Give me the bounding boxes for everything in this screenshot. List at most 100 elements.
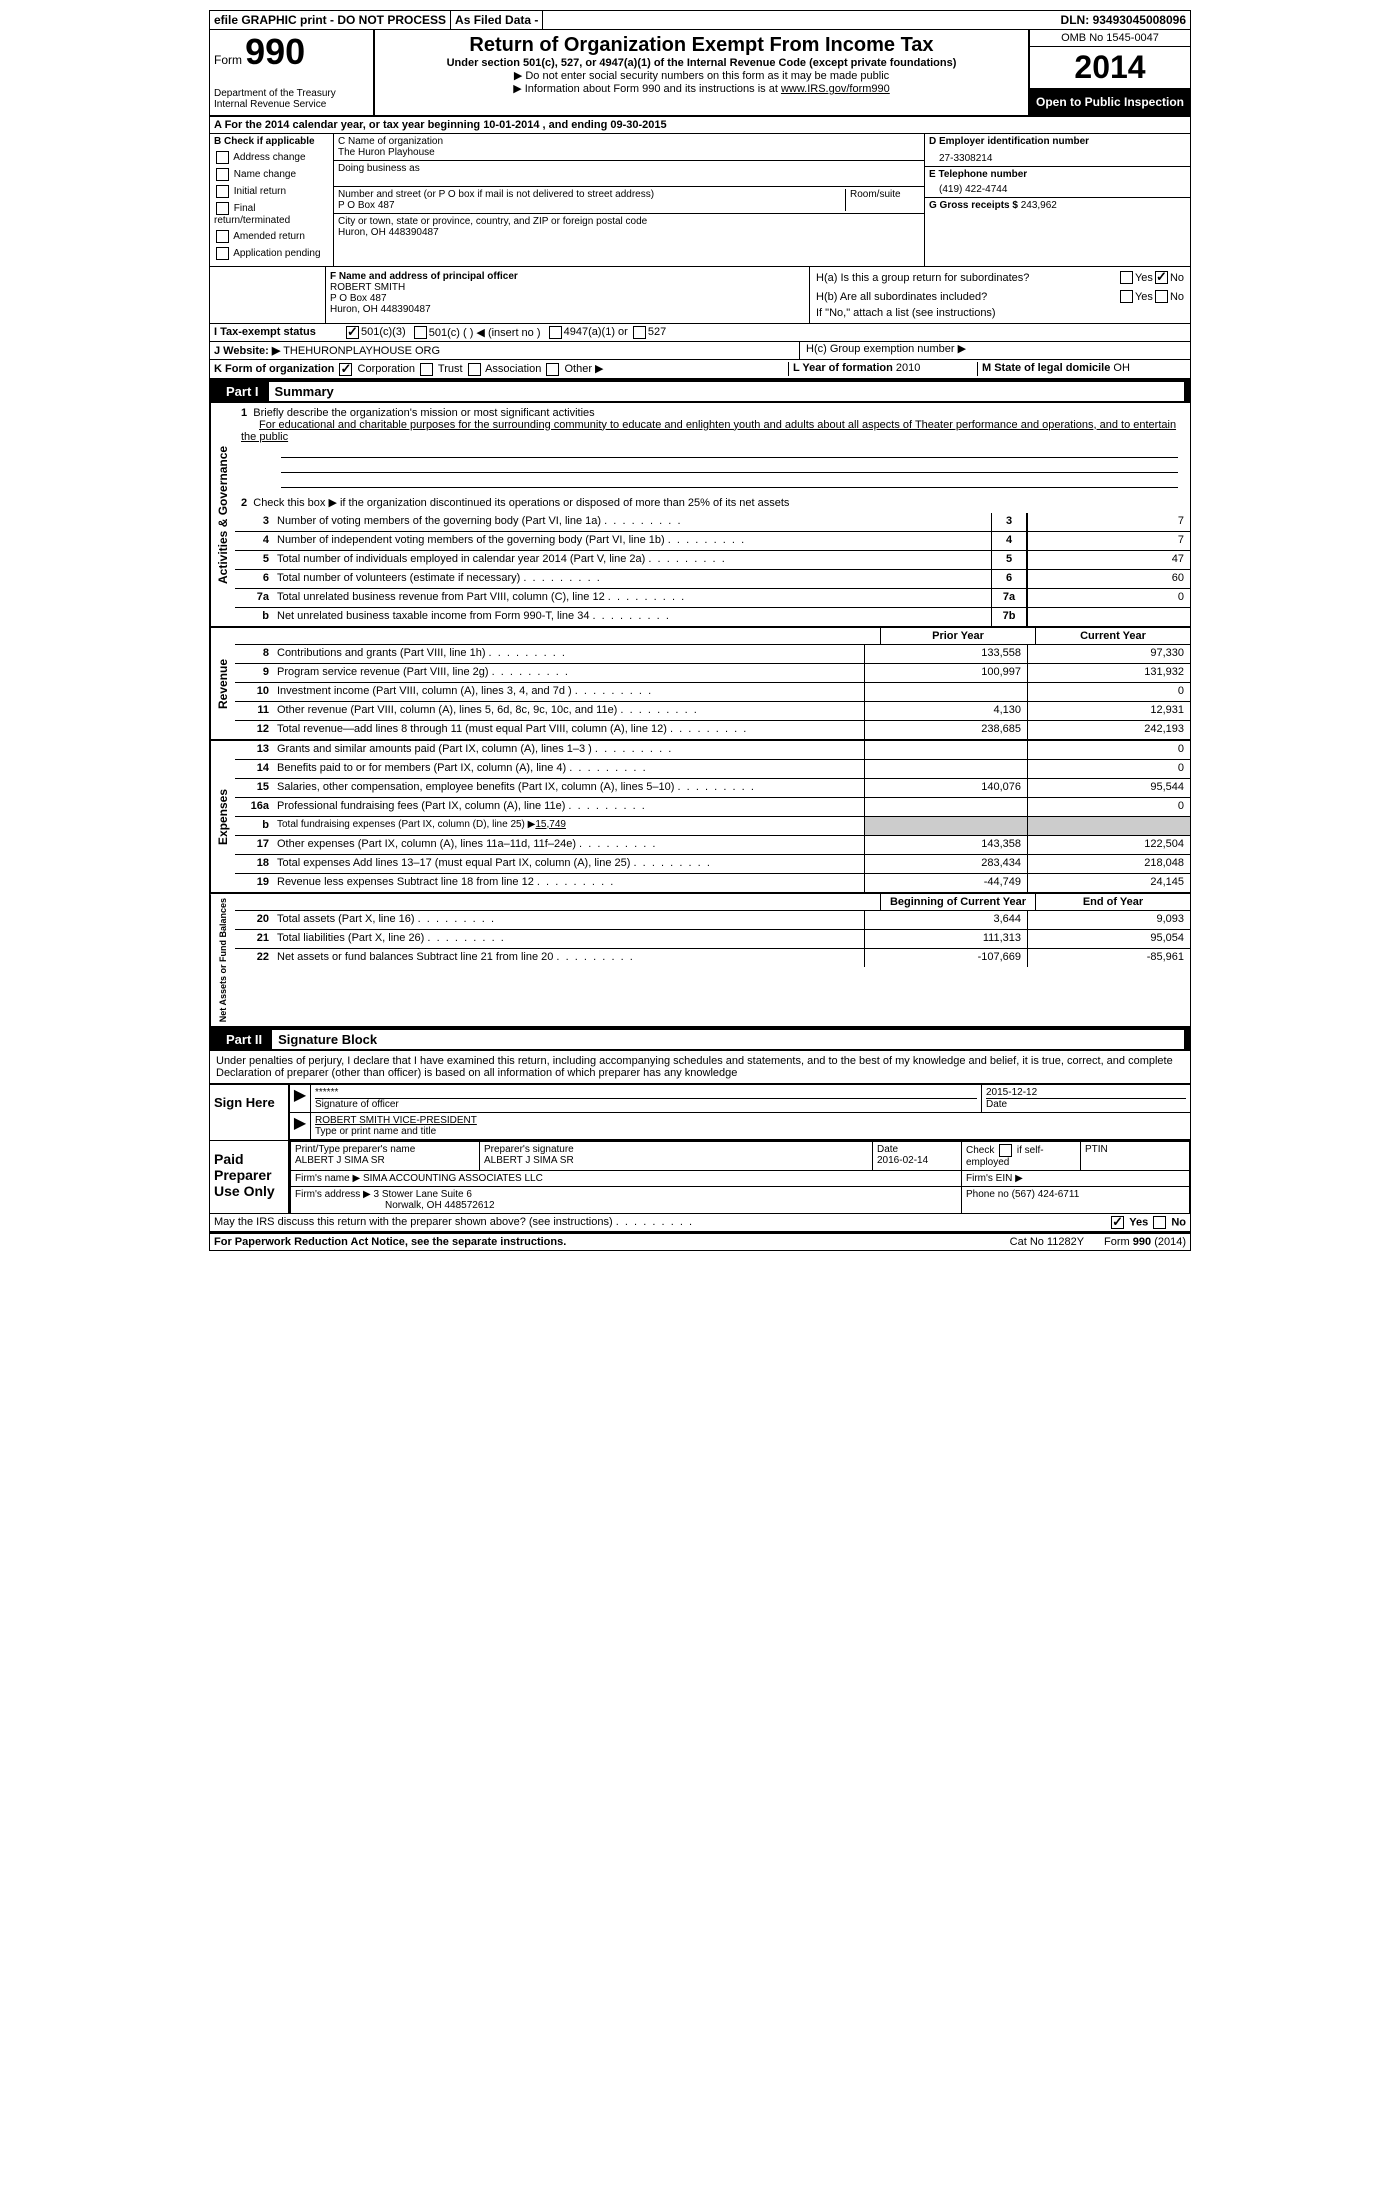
street-address: P O Box 487 <box>338 200 845 211</box>
ein: 27-3308214 <box>929 147 1186 164</box>
summary-line: 21Total liabilities (Part X, line 26)111… <box>235 930 1190 949</box>
preparer-date: 2016-02-14 <box>877 1155 957 1166</box>
section-activities-governance: Activities & Governance 1 Briefly descri… <box>210 403 1190 628</box>
firm-name: SIMA ACCOUNTING ASSOCIATES LLC <box>363 1173 543 1184</box>
officer-signature: ****** <box>315 1087 977 1098</box>
form-title: Return of Organization Exempt From Incom… <box>383 34 1020 57</box>
officer-name: ROBERT SMITH VICE-PRESIDENT <box>315 1115 1186 1126</box>
summary-line: 17Other expenses (Part IX, column (A), l… <box>235 836 1190 855</box>
line-1-mission: 1 Briefly describe the organization's mi… <box>235 403 1190 492</box>
principal-officer-row: F Name and address of principal officer … <box>210 267 1190 324</box>
net-col-headers: Beginning of Current Year End of Year <box>235 894 1190 911</box>
check-ha-yes[interactable] <box>1120 271 1133 284</box>
paid-preparer-section: Paid Preparer Use Only Print/Type prepar… <box>210 1140 1190 1213</box>
section-b-checkboxes: B Check if applicable Address change Nam… <box>210 134 334 266</box>
check-hb-no[interactable] <box>1155 290 1168 303</box>
part-ii-header: Part II Signature Block <box>210 1028 1190 1051</box>
summary-line: 20Total assets (Part X, line 16)3,6449,0… <box>235 911 1190 930</box>
header-right: OMB No 1545-0047 2014 Open to Public Ins… <box>1028 30 1190 115</box>
form-header: Form 990 Department of the Treasury Inte… <box>210 30 1190 117</box>
check-initial-return[interactable]: Initial return <box>214 185 329 198</box>
header-center: Return of Organization Exempt From Incom… <box>375 30 1028 115</box>
check-527[interactable] <box>633 326 646 339</box>
cat-no: Cat No 11282Y <box>1010 1236 1084 1248</box>
check-501c[interactable] <box>414 326 427 339</box>
summary-line: 5Total number of individuals employed in… <box>235 551 1190 570</box>
public-inspection: Open to Public Inspection <box>1030 89 1190 115</box>
preparer-signature: ALBERT J SIMA SR <box>484 1155 868 1166</box>
check-4947[interactable] <box>549 326 562 339</box>
vlabel-governance: Activities & Governance <box>210 403 235 626</box>
section-net-assets: Net Assets or Fund Balances Beginning of… <box>210 894 1190 1028</box>
firm-address: 3 Stower Lane Suite 6 <box>374 1189 472 1200</box>
summary-line: bTotal fundraising expenses (Part IX, co… <box>235 817 1190 836</box>
tax-year: 2014 <box>1030 47 1190 89</box>
check-pending[interactable]: Application pending <box>214 247 329 260</box>
section-expenses: Expenses 13Grants and similar amounts pa… <box>210 741 1190 894</box>
check-other[interactable] <box>546 363 559 376</box>
vlabel-expenses: Expenses <box>210 741 235 892</box>
check-trust[interactable] <box>420 363 433 376</box>
summary-line: 16aProfessional fundraising fees (Part I… <box>235 798 1190 817</box>
efile-notice: efile GRAPHIC print - DO NOT PROCESS <box>210 11 451 29</box>
check-discuss-yes[interactable] <box>1111 1216 1124 1229</box>
row-j-website: J Website: ▶ THEHURONPLAYHOUSE ORG H(c) … <box>210 342 1190 360</box>
sign-arrow-icon: ▶ <box>290 1113 311 1139</box>
entity-info-grid: B Check if applicable Address change Nam… <box>210 134 1190 267</box>
summary-line: 10Investment income (Part VIII, column (… <box>235 683 1190 702</box>
summary-line: 6Total number of volunteers (estimate if… <box>235 570 1190 589</box>
check-self-employed[interactable] <box>999 1144 1012 1157</box>
firm-phone: (567) 424-6711 <box>1012 1189 1080 1200</box>
section-d-e-g: D Employer identification number 27-3308… <box>924 134 1190 266</box>
perjury-declaration: Under penalties of perjury, I declare th… <box>210 1051 1190 1084</box>
phone: (419) 422-4744 <box>929 180 1186 195</box>
gross-receipts: 243,962 <box>1021 200 1057 211</box>
check-amended[interactable]: Amended return <box>214 230 329 243</box>
form-footer: For Paperwork Reduction Act Notice, see … <box>210 1232 1190 1250</box>
summary-line: 22Net assets or fund balances Subtract l… <box>235 949 1190 967</box>
summary-line: 19Revenue less expenses Subtract line 18… <box>235 874 1190 892</box>
check-address-change[interactable]: Address change <box>214 151 329 164</box>
vlabel-revenue: Revenue <box>210 628 235 739</box>
form-990-container: efile GRAPHIC print - DO NOT PROCESS As … <box>209 10 1191 1251</box>
top-bar: efile GRAPHIC print - DO NOT PROCESS As … <box>210 11 1190 30</box>
summary-line: 7aTotal unrelated business revenue from … <box>235 589 1190 608</box>
sign-here-section: Sign Here ▶ ****** Signature of officer … <box>210 1084 1190 1140</box>
omb-number: OMB No 1545-0047 <box>1030 30 1190 47</box>
vlabel-net-assets: Net Assets or Fund Balances <box>210 894 235 1026</box>
check-ha-no[interactable] <box>1155 271 1168 284</box>
summary-line: bNet unrelated business taxable income f… <box>235 608 1190 626</box>
org-name: The Huron Playhouse <box>338 147 920 158</box>
check-hb-yes[interactable] <box>1120 290 1133 303</box>
irs-label: Internal Revenue Service <box>214 99 369 110</box>
part-i-header: Part I Summary <box>210 380 1190 403</box>
section-revenue: Revenue Prior Year Current Year 8Contrib… <box>210 628 1190 741</box>
revenue-col-headers: Prior Year Current Year <box>235 628 1190 645</box>
check-assoc[interactable] <box>468 363 481 376</box>
website: THEHURONPLAYHOUSE ORG <box>283 345 440 357</box>
summary-line: 18Total expenses Add lines 13–17 (must e… <box>235 855 1190 874</box>
check-name-change[interactable]: Name change <box>214 168 329 181</box>
signature-date: 2015-12-12 <box>986 1087 1186 1098</box>
check-501c3[interactable] <box>346 326 359 339</box>
preparer-table: Print/Type preparer's name ALBERT J SIMA… <box>290 1141 1190 1213</box>
check-final-return[interactable]: Final return/terminated <box>214 202 329 226</box>
summary-line: 15Salaries, other compensation, employee… <box>235 779 1190 798</box>
irs-link[interactable]: www.IRS.gov/form990 <box>781 83 890 95</box>
summary-line: 4Number of independent voting members of… <box>235 532 1190 551</box>
preparer-name: ALBERT J SIMA SR <box>295 1155 475 1166</box>
row-i-tax-status: I Tax-exempt status 501(c)(3) 501(c) ( )… <box>210 324 1190 342</box>
line-2-discontinued: 2 Check this box ▶ if the organization d… <box>235 492 1190 513</box>
row-k-l-m: K Form of organization Corporation Trust… <box>210 360 1190 380</box>
section-a-period: A For the 2014 calendar year, or tax yea… <box>210 117 1190 134</box>
check-corp[interactable] <box>339 363 352 376</box>
section-c-name-address: C Name of organization The Huron Playhou… <box>334 134 924 266</box>
summary-line: 11Other revenue (Part VIII, column (A), … <box>235 702 1190 721</box>
summary-line: 12Total revenue—add lines 8 through 11 (… <box>235 721 1190 739</box>
summary-line: 14Benefits paid to or for members (Part … <box>235 760 1190 779</box>
summary-line: 8Contributions and grants (Part VIII, li… <box>235 645 1190 664</box>
check-discuss-no[interactable] <box>1153 1216 1166 1229</box>
summary-line: 13Grants and similar amounts paid (Part … <box>235 741 1190 760</box>
discuss-with-preparer: May the IRS discuss this return with the… <box>210 1213 1190 1232</box>
header-left: Form 990 Department of the Treasury Inte… <box>210 30 375 115</box>
